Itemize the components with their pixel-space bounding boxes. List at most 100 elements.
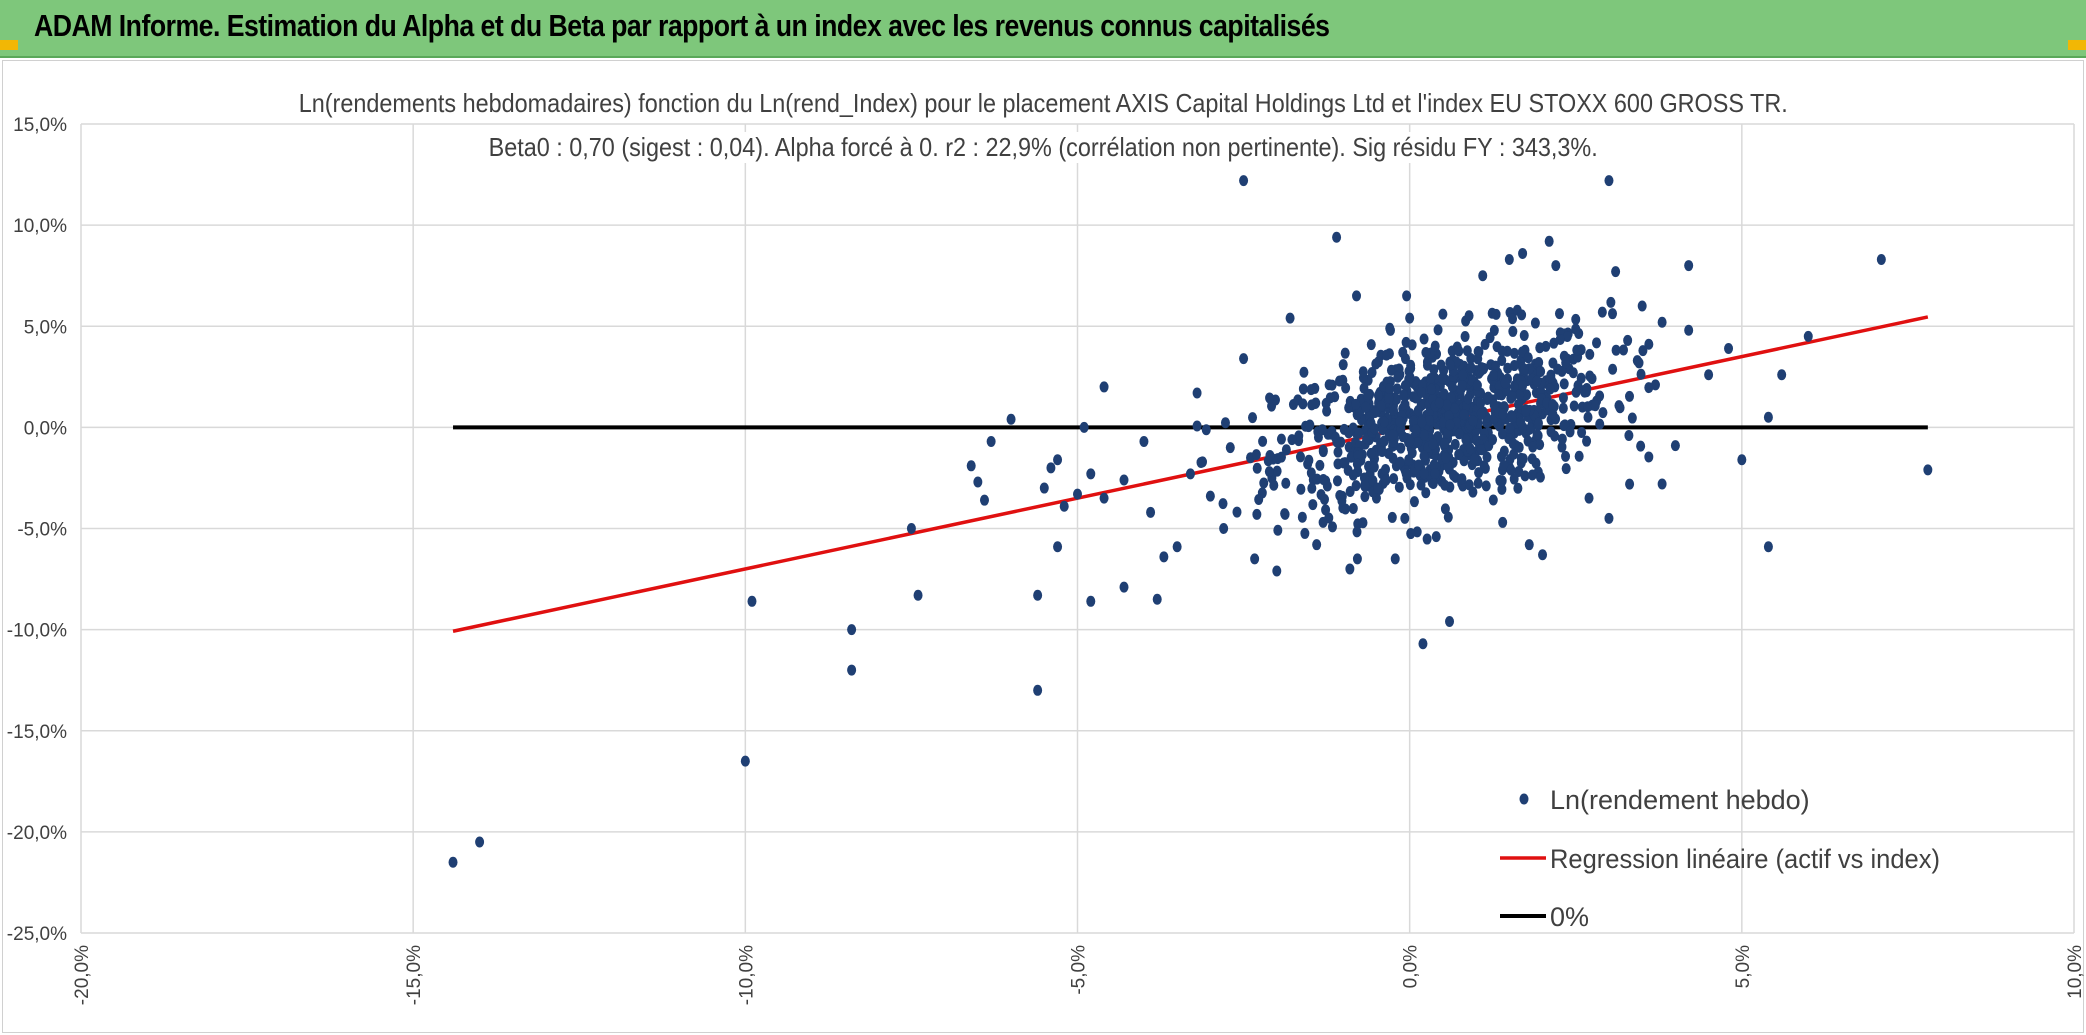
data-point	[1297, 511, 1307, 523]
data-point	[1330, 431, 1340, 443]
data-point	[1509, 473, 1519, 485]
data-point	[1039, 482, 1049, 494]
data-point	[1445, 616, 1455, 628]
axis-layer: 15,0% 10,0% 5,0% 0,0% -5,0% -10,0% -15,0% -20,0…	[7, 115, 2086, 1005]
data-point	[1514, 441, 1524, 453]
data-point	[1478, 270, 1488, 282]
data-point	[1604, 512, 1614, 524]
data-point	[1318, 444, 1328, 456]
data-point	[740, 755, 750, 767]
x-tick-label: -20,0%	[72, 945, 93, 1005]
x-tick-label: -15,0%	[404, 945, 425, 1005]
data-point	[1516, 416, 1526, 428]
data-point	[1419, 468, 1429, 480]
data-point	[1419, 429, 1429, 441]
data-point	[1583, 411, 1593, 423]
data-point	[1405, 435, 1415, 447]
data-point	[1518, 453, 1528, 465]
data-point	[1414, 459, 1424, 471]
data-point	[1457, 473, 1467, 485]
data-point	[1276, 433, 1286, 445]
data-point	[1592, 337, 1602, 349]
data-point	[1584, 492, 1594, 504]
y-tick-label: 0,0%	[24, 418, 67, 439]
data-point	[1545, 383, 1555, 395]
data-point	[1513, 482, 1523, 494]
data-point	[1409, 496, 1419, 508]
data-point	[1474, 467, 1484, 479]
data-point	[1595, 418, 1605, 430]
data-point	[1440, 503, 1450, 515]
data-point	[1550, 430, 1560, 442]
data-point	[1634, 357, 1644, 369]
data-point	[1530, 317, 1540, 329]
chart-title: Ln(rendements hebdomadaires) fonction du…	[0, 88, 2086, 119]
data-point	[1079, 421, 1089, 433]
data-point	[1427, 383, 1437, 395]
chart-title-text: Ln(rendements hebdomadaires) fonction du…	[291, 88, 1795, 119]
data-point	[1494, 388, 1504, 400]
data-point	[1352, 553, 1362, 565]
data-point	[1532, 429, 1542, 441]
data-point	[1571, 323, 1581, 335]
data-point	[1402, 290, 1412, 302]
data-point	[1436, 359, 1446, 371]
corner-accent-left	[0, 40, 18, 50]
data-point	[1497, 428, 1507, 440]
data-point	[1348, 469, 1358, 481]
data-point	[1454, 428, 1464, 440]
data-point	[1269, 479, 1279, 491]
data-point	[1389, 473, 1399, 485]
data-point	[1430, 340, 1440, 352]
data-point	[1384, 392, 1394, 404]
data-point	[1498, 516, 1508, 528]
data-point	[1327, 379, 1337, 391]
data-point	[1265, 392, 1275, 404]
data-point	[1250, 553, 1260, 565]
data-point	[1561, 463, 1571, 475]
data-point	[1353, 449, 1363, 461]
data-point	[1416, 386, 1426, 398]
data-point	[1252, 462, 1262, 474]
data-point	[1340, 347, 1350, 359]
data-point	[1405, 312, 1415, 324]
data-point	[1401, 468, 1411, 480]
data-point	[1421, 346, 1431, 358]
data-point	[1438, 308, 1448, 320]
data-point	[1434, 397, 1444, 409]
data-point	[1281, 477, 1291, 489]
data-point	[1704, 369, 1714, 381]
data-point	[1481, 480, 1491, 492]
data-point	[1218, 498, 1228, 510]
data-point	[1352, 290, 1362, 302]
data-point	[1408, 415, 1418, 427]
data-point	[1548, 399, 1558, 411]
legend-label-points: Ln(rendement hebdo)	[1550, 785, 1810, 815]
data-point	[973, 476, 983, 488]
data-point	[1490, 360, 1500, 372]
data-point	[1476, 397, 1486, 409]
data-point	[1369, 461, 1379, 473]
data-point	[1509, 360, 1519, 372]
data-point	[1046, 462, 1056, 474]
data-point	[1554, 308, 1564, 320]
data-point	[1417, 416, 1427, 428]
data-point	[1611, 266, 1621, 278]
data-point	[1099, 381, 1109, 393]
data-point	[1506, 464, 1516, 476]
data-point	[1524, 539, 1534, 551]
data-point	[1587, 373, 1597, 385]
chart-legend: Ln(rendement hebdo) Regression linéaire (…	[1500, 785, 1940, 932]
data-point	[1400, 379, 1410, 391]
data-point	[1428, 478, 1438, 490]
data-point	[1583, 401, 1593, 413]
data-point	[1419, 333, 1429, 345]
data-point	[1625, 478, 1635, 490]
data-point	[1338, 359, 1348, 371]
data-point	[1354, 427, 1364, 439]
data-point	[1281, 444, 1291, 456]
data-point	[448, 856, 458, 868]
data-point	[1473, 477, 1483, 489]
data-point	[1437, 372, 1447, 384]
data-point	[1053, 541, 1063, 553]
